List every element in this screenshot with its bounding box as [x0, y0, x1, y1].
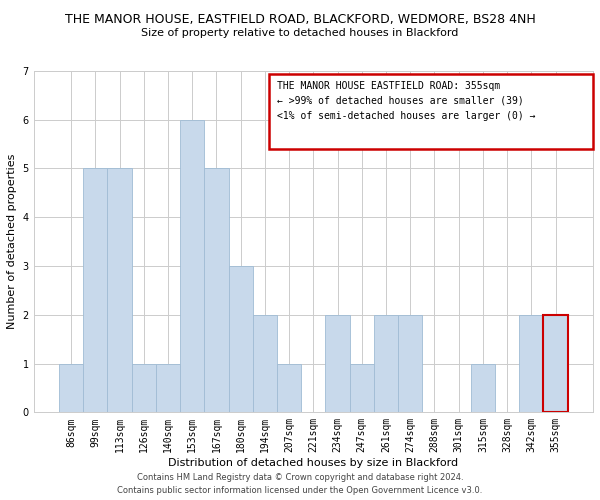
- Y-axis label: Number of detached properties: Number of detached properties: [7, 154, 17, 330]
- FancyBboxPatch shape: [269, 74, 593, 150]
- Bar: [156, 364, 180, 412]
- Bar: [398, 315, 422, 412]
- Bar: [229, 266, 253, 412]
- Bar: [205, 168, 229, 412]
- Bar: [471, 364, 495, 412]
- Text: Size of property relative to detached houses in Blackford: Size of property relative to detached ho…: [142, 28, 458, 38]
- Bar: [350, 364, 374, 412]
- Bar: [131, 364, 156, 412]
- Bar: [544, 315, 568, 412]
- Text: THE MANOR HOUSE EASTFIELD ROAD: 355sqm
← >99% of detached houses are smaller (39: THE MANOR HOUSE EASTFIELD ROAD: 355sqm ←…: [277, 81, 535, 121]
- Text: Contains HM Land Registry data © Crown copyright and database right 2024.
Contai: Contains HM Land Registry data © Crown c…: [118, 474, 482, 495]
- X-axis label: Distribution of detached houses by size in Blackford: Distribution of detached houses by size …: [168, 458, 458, 468]
- Bar: [107, 168, 131, 412]
- Bar: [180, 120, 205, 412]
- Bar: [253, 315, 277, 412]
- Text: THE MANOR HOUSE, EASTFIELD ROAD, BLACKFORD, WEDMORE, BS28 4NH: THE MANOR HOUSE, EASTFIELD ROAD, BLACKFO…: [65, 12, 535, 26]
- Bar: [519, 315, 544, 412]
- Bar: [277, 364, 301, 412]
- Bar: [325, 315, 350, 412]
- Bar: [59, 364, 83, 412]
- Bar: [83, 168, 107, 412]
- Bar: [374, 315, 398, 412]
